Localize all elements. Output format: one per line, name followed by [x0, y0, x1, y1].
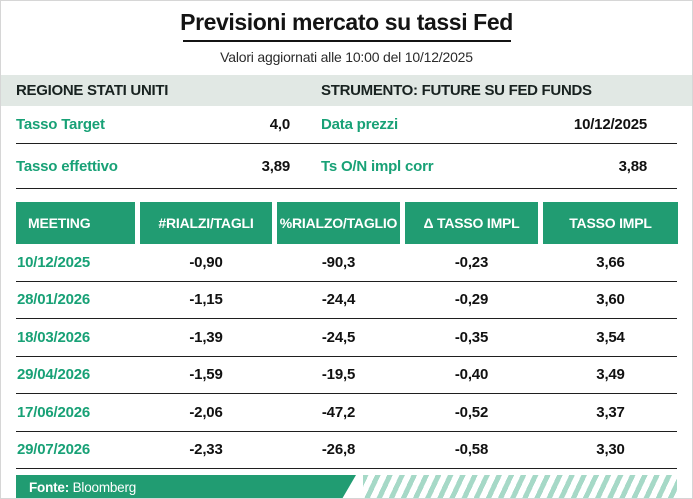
value-cell: 3,54 [596, 328, 625, 346]
col-header-rialzi-tagli: #RIALZI/TAGLI [140, 202, 272, 244]
value-cell: -2,33 [189, 441, 223, 459]
table-row: 18/03/2026 -1,39 -24,5 -0,35 3,54 [16, 319, 677, 357]
value-cell: -24,5 [321, 328, 356, 346]
source-label: Fonte: [29, 479, 70, 495]
value-cell: -19,5 [321, 366, 356, 384]
meeting-date-cell: 17/06/2026 [17, 403, 91, 421]
update-timestamp: Valori aggiornati alle 10:00 del 10/12/2… [220, 49, 473, 65]
value-cell: 3,37 [596, 403, 625, 421]
col-header-tasso-impl: TASSO IMPL [543, 202, 678, 244]
tasso-effettivo-label: Tasso effettivo [16, 157, 118, 175]
value-cell: -1,15 [189, 291, 223, 309]
meeting-date-cell: 18/03/2026 [17, 328, 91, 346]
table-row: 29/04/2026 -1,59 -19,5 -0,40 3,49 [16, 357, 677, 394]
table-row: 17/06/2026 -2,06 -47,2 -0,52 3,37 [16, 394, 677, 432]
meeting-date-cell: 29/04/2026 [17, 366, 91, 384]
source-name: Bloomberg [72, 479, 137, 495]
value-cell: -1,39 [189, 328, 223, 346]
value-cell: 3,30 [596, 441, 625, 459]
table-row: 10/12/2025 -0,90 -90,3 -0,23 3,66 [16, 244, 677, 282]
value-cell: 3,60 [596, 291, 625, 309]
summary-section: Tasso Target 4,0 Data prezzi 10/12/2025 … [16, 106, 677, 189]
table-header-row: MEETING #RIALZI/TAGLI %RIALZO/TAGLIO Δ T… [16, 202, 678, 244]
stripes-decoration-icon [363, 475, 677, 498]
value-cell: -90,3 [321, 253, 356, 271]
source-bar: Fonte: Bloomberg [16, 475, 356, 499]
meeting-date-cell: 10/12/2025 [17, 253, 91, 271]
region-label: REGIONE STATI UNITI [16, 82, 169, 99]
value-cell: 3,49 [596, 366, 625, 384]
table-body: 10/12/2025 -0,90 -90,3 -0,23 3,66 28/01/2026 -… [16, 244, 677, 469]
instrument-label: STRUMENTO: FUTURE SU FED FUNDS [321, 82, 592, 99]
value-cell: -0,35 [454, 328, 489, 346]
data-prezzi-value: 10/12/2025 [573, 116, 647, 133]
value-cell: -0,40 [454, 366, 489, 384]
value-cell: -0,90 [189, 253, 223, 271]
value-cell: -1,59 [189, 366, 223, 384]
value-cell: 3,66 [596, 253, 625, 271]
tasso-target-label: Tasso Target [16, 116, 105, 133]
value-cell: -0,23 [454, 253, 489, 271]
source-footer: Fonte: Bloomberg [16, 475, 677, 499]
ts-on-impl-label: Ts O/N impl corr [321, 157, 434, 175]
tasso-target-value: 4,0 [269, 116, 290, 133]
col-header-meeting: MEETING [16, 202, 135, 244]
meeting-date-cell: 29/07/2026 [17, 441, 91, 459]
ts-on-impl-value: 3,88 [618, 157, 648, 175]
summary-row: Tasso effettivo 3,89 Ts O/N impl corr 3,… [16, 144, 677, 189]
meetings-table: MEETING #RIALZI/TAGLI %RIALZO/TAGLIO Δ T… [16, 202, 678, 469]
title-underline [182, 40, 511, 42]
col-header-delta-tasso-impl: Δ TASSO IMPL [405, 202, 538, 244]
value-cell: -2,06 [189, 403, 223, 421]
summary-row: Tasso Target 4,0 Data prezzi 10/12/2025 [16, 106, 677, 144]
section-bar: REGIONE STATI UNITI STRUMENTO: FUTURE SU… [1, 75, 692, 106]
data-prezzi-label: Data prezzi [321, 116, 398, 133]
value-cell: -0,29 [454, 291, 489, 309]
meeting-date-cell: 28/01/2026 [17, 291, 91, 309]
page-title: Previsioni mercato su tassi Fed [180, 9, 513, 35]
col-header-rialzo-taglio-pct: %RIALZO/TAGLIO [277, 202, 400, 244]
value-cell: -0,52 [454, 403, 489, 421]
table-row: 29/07/2026 -2,33 -26,8 -0,58 3,30 [16, 432, 677, 469]
value-cell: -0,58 [454, 441, 489, 459]
value-cell: -47,2 [321, 403, 356, 421]
header: Previsioni mercato su tassi Fed Valori a… [1, 1, 692, 65]
tasso-effettivo-value: 3,89 [261, 157, 291, 175]
table-row: 28/01/2026 -1,15 -24,4 -0,29 3,60 [16, 282, 677, 319]
value-cell: -24,4 [321, 291, 356, 309]
value-cell: -26,8 [321, 441, 356, 459]
